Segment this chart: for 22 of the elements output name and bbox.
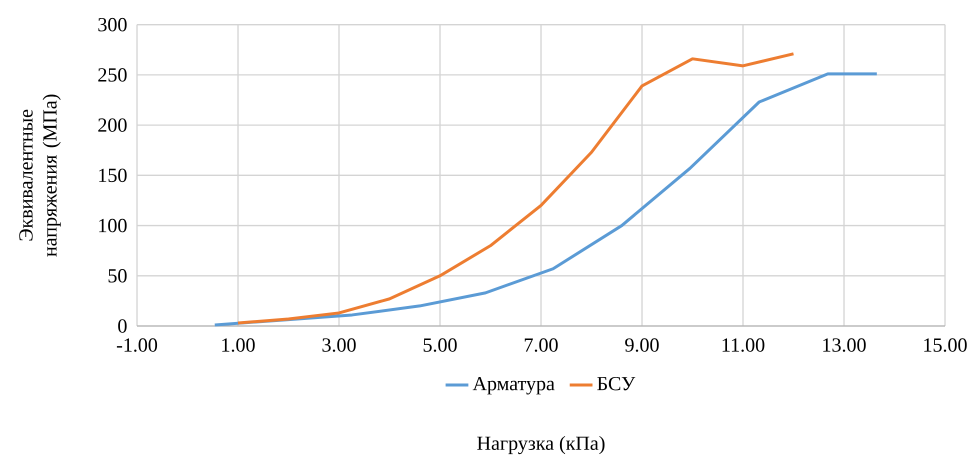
y-axis-title: Эквивалентные напряжения (МПа) xyxy=(19,94,61,257)
line-series xyxy=(236,52,796,324)
x-tick-label: 7.00 xyxy=(524,338,558,352)
x-tick-label: 15.00 xyxy=(924,338,967,352)
x-tick-label: -1.00 xyxy=(116,338,158,352)
x-tick-label: 13.00 xyxy=(823,338,866,352)
y-tick-label: 200 xyxy=(98,118,127,132)
x-tick-label: 5.00 xyxy=(424,338,457,352)
y-tick-label: 150 xyxy=(99,168,127,182)
y-tick-label: 50 xyxy=(108,269,127,283)
y-tick-label: 100 xyxy=(99,218,127,232)
line-series xyxy=(213,72,878,326)
x-tick-label: 3.00 xyxy=(322,338,356,352)
x-axis-title: Нагрузка (кПа) xyxy=(477,436,605,454)
x-tick-label: 11.00 xyxy=(722,338,764,352)
x-tick-label: 1.00 xyxy=(222,338,255,352)
y-tick-label: 250 xyxy=(98,68,127,82)
y-tick-label: 300 xyxy=(98,18,127,32)
x-tick-label: 9.00 xyxy=(625,338,659,352)
y-tick-label: 0 xyxy=(118,319,127,333)
legend-label: Арматура xyxy=(472,376,555,394)
legend-label: БСУ xyxy=(597,376,636,390)
